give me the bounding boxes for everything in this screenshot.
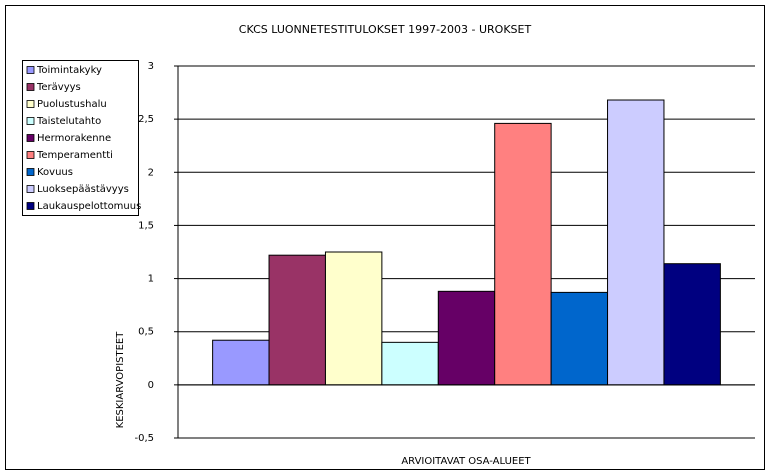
- bar: [607, 99, 665, 386]
- bar: [212, 339, 270, 386]
- legend-box: [22, 60, 139, 216]
- y-tick-label: -0,5: [134, 433, 154, 444]
- legend-swatch: [26, 185, 35, 193]
- legend-swatch: [26, 66, 35, 74]
- y-tick-label: 2,5: [138, 114, 154, 125]
- legend-swatch: [26, 100, 35, 108]
- legend-label: Laukauspelottomuus: [37, 201, 141, 212]
- bar: [437, 290, 496, 386]
- legend-label: Temperamentti: [36, 150, 113, 161]
- legend-label: Luoksepäästävyys: [37, 184, 129, 195]
- x-axis-title: ARVIOITAVAT OSA-ALUEET: [401, 456, 531, 467]
- y-tick-label: 0,5: [138, 327, 154, 338]
- legend-label: Taistelutahto: [36, 116, 101, 127]
- bar: [494, 122, 552, 386]
- legend-label: Hermorakenne: [37, 133, 111, 144]
- y-tick-label: 1: [148, 274, 154, 285]
- bar: [550, 291, 609, 386]
- y-tick-label: 0: [148, 380, 154, 391]
- y-tick-label: 1,5: [138, 220, 154, 231]
- bar: [381, 341, 439, 386]
- legend-swatch: [26, 168, 35, 176]
- y-tick-label: 2: [148, 167, 154, 178]
- legend-label: Toimintakyky: [36, 65, 102, 76]
- legend-label: Kovuus: [37, 167, 73, 178]
- legend-swatch: [26, 83, 35, 91]
- legend-label: Terävyys: [36, 82, 81, 93]
- y-axis-title: KESKIARVOPISTEET: [115, 331, 126, 429]
- legend-label: Puolustushalu: [37, 99, 107, 110]
- legend-swatch: [26, 134, 35, 142]
- bar: [663, 263, 721, 386]
- chart-title: CKCS LUONNETESTITULOKSET 1997-2003 - URO…: [239, 23, 532, 36]
- bar: [268, 254, 326, 386]
- legend-swatch: [26, 202, 35, 210]
- y-tick-label: 3: [148, 61, 154, 72]
- legend-swatch: [26, 151, 35, 159]
- legend-swatch: [26, 117, 35, 125]
- bar: [324, 251, 383, 386]
